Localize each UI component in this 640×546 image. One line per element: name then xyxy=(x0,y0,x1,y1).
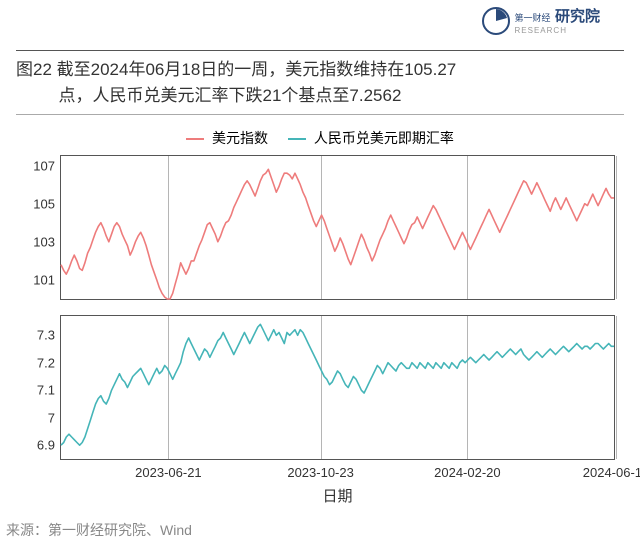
logo-main: 研究院 xyxy=(555,8,600,25)
series-line xyxy=(61,316,614,459)
series-line xyxy=(61,156,614,299)
x-tick: 2023-10-23 xyxy=(287,465,354,480)
y-tick: 7 xyxy=(48,410,55,425)
legend-label-2: 人民币兑美元即期汇率 xyxy=(314,130,454,146)
gridline xyxy=(616,156,617,299)
title-line1: 图22 截至2024年06月18日的一周，美元指数维持在105.27 xyxy=(16,57,624,83)
y-tick: 107 xyxy=(33,158,55,173)
x-tick: 2024-02-20 xyxy=(434,465,501,480)
title-line2: 点，人民币兑美元汇率下跌21个基点至7.2562 xyxy=(16,83,624,109)
y-tick: 7.2 xyxy=(37,355,55,370)
logo-sub: RESEARCH xyxy=(515,26,600,35)
chart-area: 101103105107 6.977.17.27.32023-06-212023… xyxy=(60,155,615,475)
y-tick: 7.3 xyxy=(37,328,55,343)
legend-item-2: 人民币兑美元即期汇率 xyxy=(288,128,454,148)
panel-cny-rate: 6.977.17.27.32023-06-212023-10-232024-02… xyxy=(60,315,615,460)
panel-usd-index: 101103105107 xyxy=(60,155,615,300)
legend-item-1: 美元指数 xyxy=(186,128,268,148)
gridline xyxy=(616,316,617,459)
legend-swatch-2 xyxy=(288,138,306,140)
x-axis-label: 日期 xyxy=(322,485,352,506)
legend: 美元指数 人民币兑美元即期汇率 xyxy=(0,128,640,148)
source-text: 来源：第一财经研究院、Wind xyxy=(6,520,192,540)
x-tick: 2024-06-18 xyxy=(583,465,640,480)
y-tick: 6.9 xyxy=(37,438,55,453)
y-tick: 101 xyxy=(33,272,55,287)
chart-title: 图22 截至2024年06月18日的一周，美元指数维持在105.27 点，人民币… xyxy=(16,50,624,115)
y-tick: 105 xyxy=(33,196,55,211)
logo-prefix: 第一财经 xyxy=(515,13,551,23)
x-tick: 2023-06-21 xyxy=(135,465,202,480)
y-tick: 7.1 xyxy=(37,383,55,398)
y-tick: 103 xyxy=(33,234,55,249)
brand-logo: 第一财经 研究院 RESEARCH xyxy=(481,6,600,36)
legend-label-1: 美元指数 xyxy=(212,130,268,146)
legend-swatch-1 xyxy=(186,138,204,140)
logo-icon xyxy=(481,6,511,36)
